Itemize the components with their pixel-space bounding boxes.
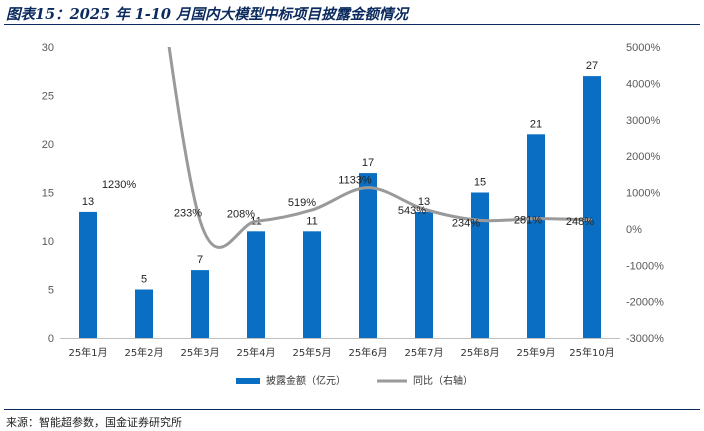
bar — [415, 211, 433, 338]
y-right-tick-label: 5000% — [626, 42, 660, 54]
bar-value-label: 21 — [530, 118, 542, 130]
y-right-tick-label: -2000% — [626, 297, 664, 309]
bar — [471, 192, 489, 338]
y-right-tick-label: 1000% — [626, 188, 660, 200]
x-category-label: 25年5月 — [292, 346, 331, 359]
figure-title: 图表15：2025 年 1-10 月国内大模型中标项目披露金额情况 — [6, 6, 408, 23]
y-left-tick-label: 15 — [42, 188, 54, 200]
bar — [247, 231, 265, 338]
bar-value-label: 11 — [306, 215, 317, 227]
bar-value-label: 17 — [362, 157, 374, 169]
x-category-label: 25年6月 — [348, 346, 387, 359]
bar — [303, 231, 321, 338]
yoy-line — [167, 47, 593, 249]
bar-value-label: 27 — [586, 60, 598, 72]
yoy-value-label: 208% — [227, 208, 255, 220]
x-category-label: 25年10月 — [569, 346, 614, 359]
legend-bar-swatch — [236, 378, 260, 384]
yoy-value-label: 234% — [452, 217, 480, 229]
legend-line-label: 同比（右轴） — [413, 374, 473, 387]
bar — [527, 134, 545, 338]
y-right-tick-label: 0% — [626, 224, 642, 236]
source-divider — [4, 409, 700, 410]
yoy-value-label: 543% — [398, 205, 426, 217]
yoy-value-label: 1133% — [338, 175, 372, 187]
y-right-tick-label: 3000% — [626, 115, 660, 127]
bar — [191, 270, 209, 338]
y-left-tick-label: 10 — [42, 236, 54, 248]
bar — [79, 211, 97, 338]
y-left-tick-label: 0 — [48, 333, 54, 345]
bar-value-label: 15 — [474, 177, 486, 189]
source-note: 来源：智能超参数，国金证券研究所 — [6, 416, 182, 429]
x-category-label: 25年2月 — [124, 346, 163, 359]
x-category-label: 25年3月 — [180, 346, 219, 359]
bar — [135, 289, 153, 338]
yoy-value-label: 233% — [174, 207, 202, 219]
bar-value-label: 5 — [141, 274, 147, 286]
yoy-value-label: 248% — [566, 216, 594, 228]
yoy-value-label: 281% — [514, 215, 542, 227]
yoy-value-label: 1230% — [102, 179, 136, 191]
y-right-tick-label: -3000% — [626, 333, 664, 345]
y-right-tick-label: 4000% — [626, 78, 660, 90]
x-category-label: 25年7月 — [404, 346, 443, 359]
bar — [359, 173, 377, 338]
legend-bar-label: 披露金额（亿元） — [266, 374, 346, 387]
yoy-value-label: 519% — [288, 197, 316, 209]
y-left-tick-label: 5 — [48, 285, 54, 297]
y-left-tick-label: 20 — [42, 139, 54, 151]
title-divider — [4, 24, 700, 25]
x-category-label: 25年4月 — [236, 346, 275, 359]
x-category-label: 25年9月 — [516, 346, 555, 359]
y-right-tick-label: 2000% — [626, 151, 660, 163]
y-left-tick-label: 30 — [42, 42, 54, 54]
bar-value-label: 13 — [82, 196, 94, 208]
x-category-label: 25年1月 — [68, 346, 107, 359]
y-left-tick-label: 25 — [42, 91, 54, 103]
bar — [583, 76, 601, 338]
bar-value-label: 13 — [418, 196, 430, 208]
x-category-label: 25年8月 — [460, 346, 499, 359]
y-right-tick-label: -1000% — [626, 260, 664, 272]
bar-value-label: 7 — [197, 254, 203, 266]
